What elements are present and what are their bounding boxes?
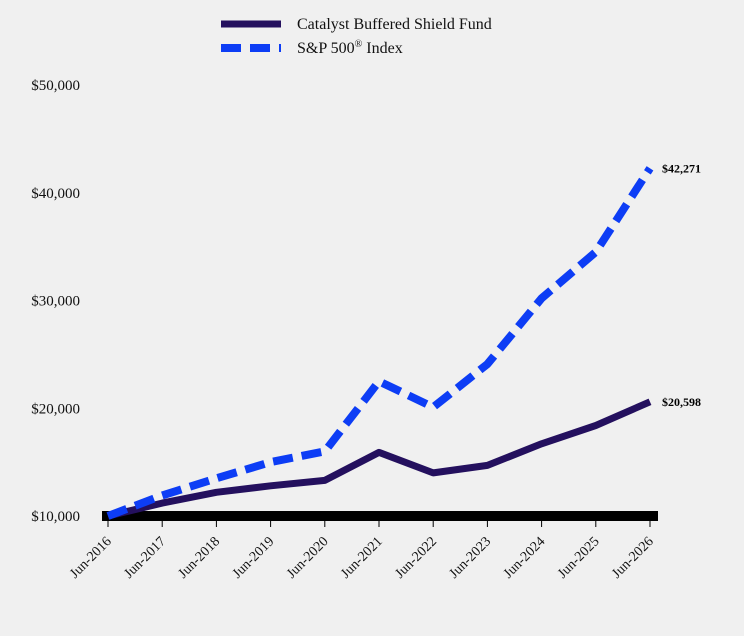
legend-label: S&P 500® Index (297, 39, 403, 57)
legend-label: Catalyst Buffered Shield Fund (297, 16, 492, 33)
x-tick-label: Jun-2021 (338, 534, 385, 581)
end-value-label: $42,271 (662, 161, 701, 175)
y-tick-label: $30,000 (31, 294, 80, 310)
x-tick-label: Jun-2018 (176, 534, 223, 581)
x-tick-label: Jun-2019 (230, 534, 277, 581)
y-axis: $10,000 $20,000 $30,000 $40,000 $50,000 (31, 78, 80, 525)
legend: Catalyst Buffered Shield Fund S&P 500® In… (221, 16, 492, 57)
x-tick-label: Jun-2020 (284, 534, 331, 581)
x-tick-label: Jun-2024 (501, 534, 548, 581)
y-tick-label: $50,000 (31, 78, 80, 94)
x-axis: Jun-2016 Jun-2017 Jun-2018 Jun-2019 Jun-2020… (67, 511, 658, 582)
x-tick-label: Jun-2025 (555, 534, 602, 581)
y-tick-label: $40,000 (31, 186, 80, 202)
series-line (107, 398, 652, 520)
series-line (106, 166, 654, 520)
x-tick-label: Jun-2026 (609, 534, 656, 581)
x-tick-label: Jun-2022 (393, 534, 440, 581)
x-tick-label: Jun-2023 (447, 534, 494, 581)
x-tick-label: Jun-2016 (67, 534, 114, 581)
end-labels: $20,598 $42,271 (662, 161, 701, 409)
series-lines (106, 166, 654, 520)
y-tick-label: $20,000 (31, 401, 80, 417)
x-axis-line (102, 511, 658, 521)
y-tick-label: $10,000 (31, 509, 80, 525)
x-tick-label: Jun-2017 (122, 534, 169, 581)
end-value-label: $20,598 (662, 395, 701, 409)
